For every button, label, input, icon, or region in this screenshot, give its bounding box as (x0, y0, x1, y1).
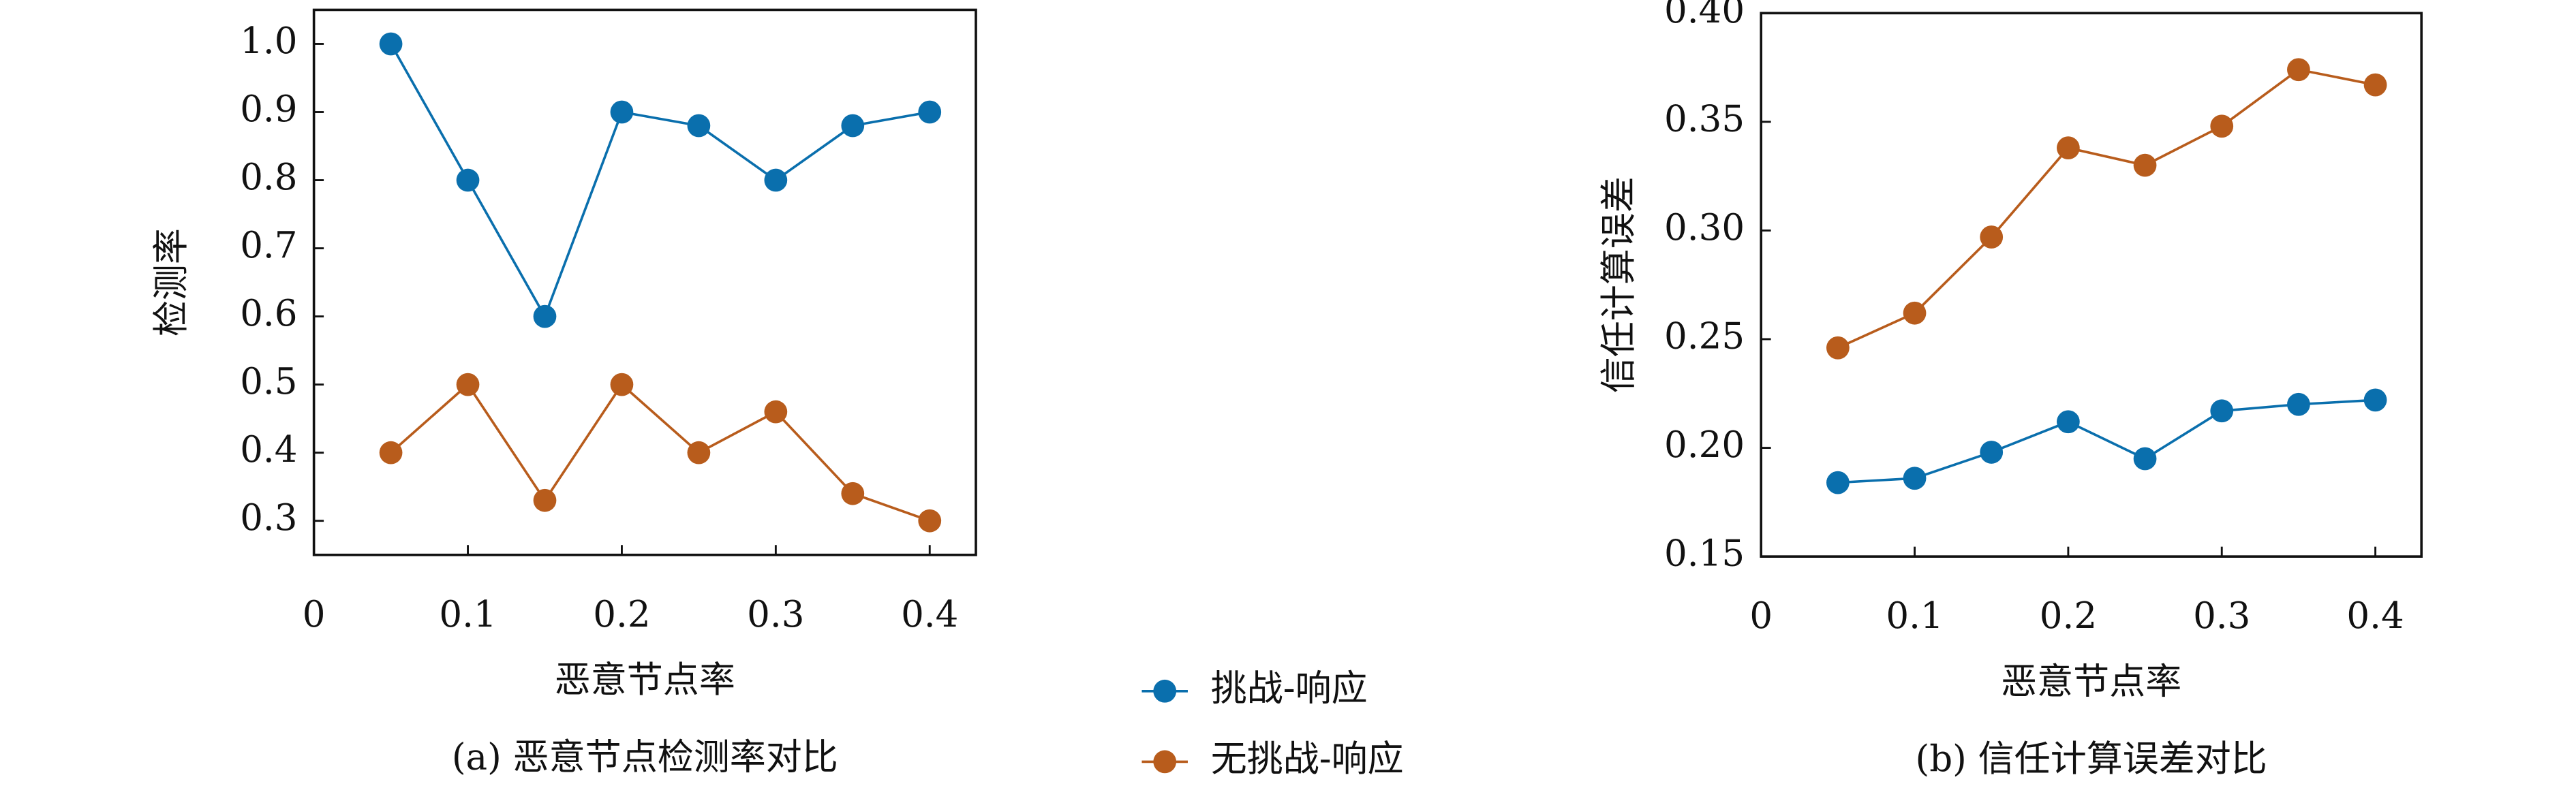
data-point (918, 509, 942, 533)
y-tick-label: 0.35 (1664, 97, 1745, 140)
data-point (1903, 467, 1927, 490)
y-axis-label: 检测率 (150, 228, 192, 336)
x-axis-label: 恶意节点率 (2001, 661, 2181, 703)
data-point (456, 373, 480, 396)
y-tick-label: 0.8 (240, 156, 297, 198)
y-tick-label: 0.30 (1664, 206, 1745, 249)
data-point (456, 168, 480, 192)
plot-frame (312, 8, 977, 556)
x-tick-label: 0 (1749, 595, 1773, 637)
y-tick-label: 0.20 (1664, 424, 1745, 466)
x-tick-label: 0.3 (747, 593, 804, 635)
data-point (2057, 410, 2080, 434)
x-tick-label: 0.1 (439, 593, 496, 635)
y-tick-label: 0.6 (240, 292, 297, 334)
y-tick-label: 0.15 (1664, 533, 1745, 575)
x-tick-label: 0.2 (593, 593, 650, 635)
data-point (918, 100, 942, 124)
y-tick-label: 0.9 (240, 88, 297, 130)
series-line (390, 382, 930, 522)
data-point (2363, 388, 2387, 412)
plot-frame (1760, 12, 2423, 558)
data-point (1980, 225, 2004, 249)
y-axis-label: 信任计算误差 (1597, 176, 1640, 393)
x-tick-label: 0.4 (901, 593, 958, 635)
data-point (1903, 301, 1927, 325)
data-point (687, 441, 711, 464)
series-line (390, 43, 930, 319)
data-point (841, 114, 865, 138)
legend-marker (1153, 750, 1177, 774)
y-tick-label: 0.7 (240, 224, 297, 266)
x-tick-label: 0.4 (2346, 595, 2404, 637)
data-point (2287, 392, 2310, 416)
y-tick-label: 0.40 (1664, 0, 1745, 31)
data-point (610, 373, 634, 396)
data-point (533, 304, 557, 328)
data-point (764, 168, 788, 192)
data-point (2210, 114, 2234, 138)
x-axis-label: 恶意节点率 (555, 659, 735, 701)
y-tick-label: 0.25 (1664, 315, 1745, 357)
data-point (841, 482, 865, 505)
y-tick-label: 0.4 (240, 428, 297, 471)
data-point (2057, 136, 2080, 160)
data-point (533, 488, 557, 512)
data-point (2287, 58, 2310, 82)
data-point (1826, 336, 1850, 360)
data-point (610, 100, 634, 124)
legend-label: 挑战-响应 (1211, 667, 1368, 709)
y-tick-label: 0.3 (240, 497, 297, 539)
legend-marker (1153, 679, 1177, 703)
x-tick-label: 0 (303, 593, 326, 635)
data-point (2133, 447, 2157, 471)
y-tick-label: 1.0 (240, 20, 297, 62)
x-tick-label: 0.3 (2193, 595, 2250, 637)
data-point (1826, 471, 1850, 494)
x-tick-label: 0.2 (2040, 595, 2097, 637)
legend-label: 无挑战-响应 (1211, 738, 1404, 780)
caption: (b) 信任计算误差对比 (1916, 738, 2267, 780)
data-point (379, 32, 403, 56)
data-point (1980, 441, 2004, 464)
series-line (1837, 68, 2376, 349)
data-point (764, 400, 788, 424)
y-tick-label: 0.5 (240, 360, 297, 403)
data-point (379, 441, 403, 464)
data-point (687, 114, 711, 138)
data-point (2363, 73, 2387, 97)
data-point (2133, 153, 2157, 177)
series-line (1837, 398, 2376, 484)
data-point (2210, 399, 2234, 423)
x-tick-label: 0.1 (1886, 595, 1943, 637)
caption: (a) 恶意节点检测率对比 (452, 736, 838, 778)
